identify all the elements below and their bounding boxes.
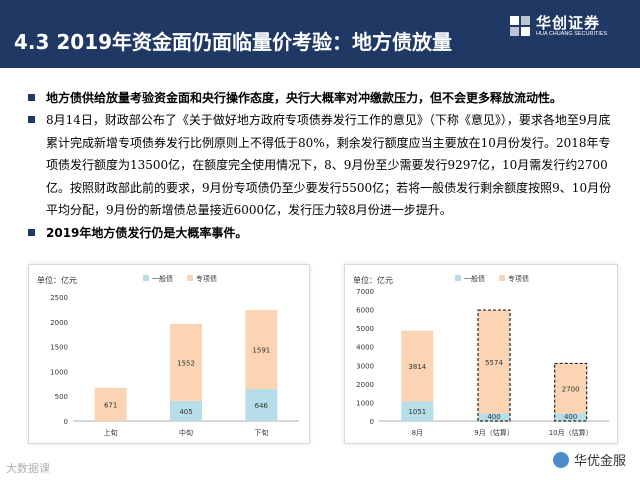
y-tick-label: 1500	[50, 344, 68, 352]
legend-swatch	[499, 275, 505, 281]
estimate-outline	[554, 362, 588, 422]
bullet-3: 2019年地方债发行仍是大概率事件。	[28, 222, 618, 244]
data-label: 646	[255, 402, 269, 410]
y-tick-label: 2500	[50, 294, 68, 302]
bar-segment	[170, 400, 202, 421]
bar-segment	[245, 310, 278, 389]
data-label: 1051	[408, 408, 426, 416]
bullet-2-text: 8月14日，财政部公布了《关于做好地方政府专项债券发行工作的意见》（下称《意见》…	[46, 113, 612, 217]
y-tick-label: 1000	[50, 368, 68, 376]
bar-segment	[401, 401, 434, 421]
legend-swatch	[455, 275, 461, 281]
slide-body: 地方债供给放量考验资金面和央行操作态度，央行大概率对冲缴款压力，但不会更多释放流…	[28, 87, 618, 244]
unit-label: 单位：亿元	[37, 275, 77, 285]
x-tick-label: 9月（估算）	[474, 428, 513, 437]
y-tick-label: 6000	[356, 307, 374, 315]
y-tick-label: 0	[64, 418, 68, 426]
data-label: 400	[487, 413, 500, 421]
square-bullet-icon	[28, 228, 35, 236]
legend-label: 一般债	[464, 274, 485, 283]
x-tick-label: 8月	[412, 429, 423, 437]
legend-swatch	[187, 275, 193, 281]
x-tick-label: 下旬	[254, 428, 268, 437]
bullet-1: 地方债供给放量考验资金面和央行操作态度，央行大概率对冲缴款压力，但不会更多释放流…	[28, 87, 618, 109]
data-label: 2700	[562, 386, 580, 394]
y-tick-label: 4000	[356, 344, 374, 352]
y-tick-label: 0	[370, 418, 374, 426]
bullet-3-text: 2019年地方债发行仍是大概率事件。	[46, 225, 248, 240]
y-tick-label: 500	[55, 393, 68, 401]
bullet-1-text: 地方债供给放量考验资金面和央行操作态度，央行大概率对冲缴款压力，但不会更多释放流…	[46, 91, 563, 105]
chart-right: 单位：亿元 一般债 专项债 0 1000 2000 3000 4000 5000 6000 7000…	[353, 274, 609, 437]
x-tick-label: 中旬	[179, 428, 193, 437]
chart-right-panel: 单位：亿元 一般债 专项债 0 1000 2000 3000 4000 5000 6000 7000…	[344, 264, 618, 444]
data-label: 400	[564, 413, 577, 421]
estimate-outline	[477, 309, 511, 422]
logo-name: 华创证券	[536, 14, 601, 32]
bar-segment	[401, 330, 434, 402]
footer-brand-name: 华优金服	[573, 454, 626, 469]
x-tick-label: 上旬	[104, 428, 118, 437]
wechat-brand-icon	[552, 451, 569, 468]
chart-left: 单位：亿元一般债专项债050010001500200025000671上旬405…	[37, 274, 299, 437]
y-tick-label: 5000	[356, 325, 374, 333]
data-label: 671	[104, 401, 117, 409]
y-tick-label: 1000	[356, 399, 374, 407]
y-tick-label: 2000	[50, 319, 68, 327]
x-tick-label: 10月（估算）	[549, 428, 593, 437]
square-bullet-icon	[28, 116, 35, 123]
square-bullet-icon	[28, 94, 35, 101]
legend-label: 专项债	[196, 274, 217, 283]
data-label: 405	[179, 408, 192, 416]
bar-segment	[478, 310, 510, 414]
bar-segment	[245, 388, 278, 421]
bar-segment	[170, 323, 202, 401]
data-label: 1591	[252, 347, 270, 355]
bar-segment	[94, 387, 127, 421]
bar-segment	[478, 413, 510, 421]
slide-header: 4.3 2019年资金面仍面临量价考验：地方债放量 华创证券 HUA CHUAN…	[0, 0, 640, 68]
company-logo: 华创证券 HUA CHUANG SECURITIES	[510, 12, 628, 42]
legend-label: 一般债	[152, 274, 173, 283]
data-label: 5574	[485, 359, 503, 367]
y-tick-label: 7000	[356, 288, 374, 296]
watermark: 大数据课	[6, 462, 50, 475]
logo-english-name: HUA CHUANG SECURITIES	[536, 31, 608, 37]
footer-brand: 华优金服	[552, 450, 626, 469]
legend-label: 专项债	[508, 274, 529, 283]
slide-title: 4.3 2019年资金面仍面临量价考验：地方债放量	[14, 30, 453, 54]
data-label: 3814	[408, 363, 426, 371]
bar-segment	[554, 363, 587, 414]
y-tick-label: 2000	[356, 381, 374, 389]
bar-segment	[554, 413, 587, 421]
logo-mark-icon	[510, 16, 530, 36]
y-tick-label: 3000	[356, 362, 374, 370]
chart-left-panel: 单位：亿元一般债专项债050010001500200025000671上旬405…	[28, 264, 310, 444]
legend-swatch	[143, 275, 149, 281]
data-label: 1552	[177, 359, 195, 367]
unit-label: 单位：亿元	[353, 275, 393, 285]
bullet-2: 8月14日，财政部公布了《关于做好地方政府专项债券发行工作的意见》（下称《意见》…	[28, 109, 618, 222]
